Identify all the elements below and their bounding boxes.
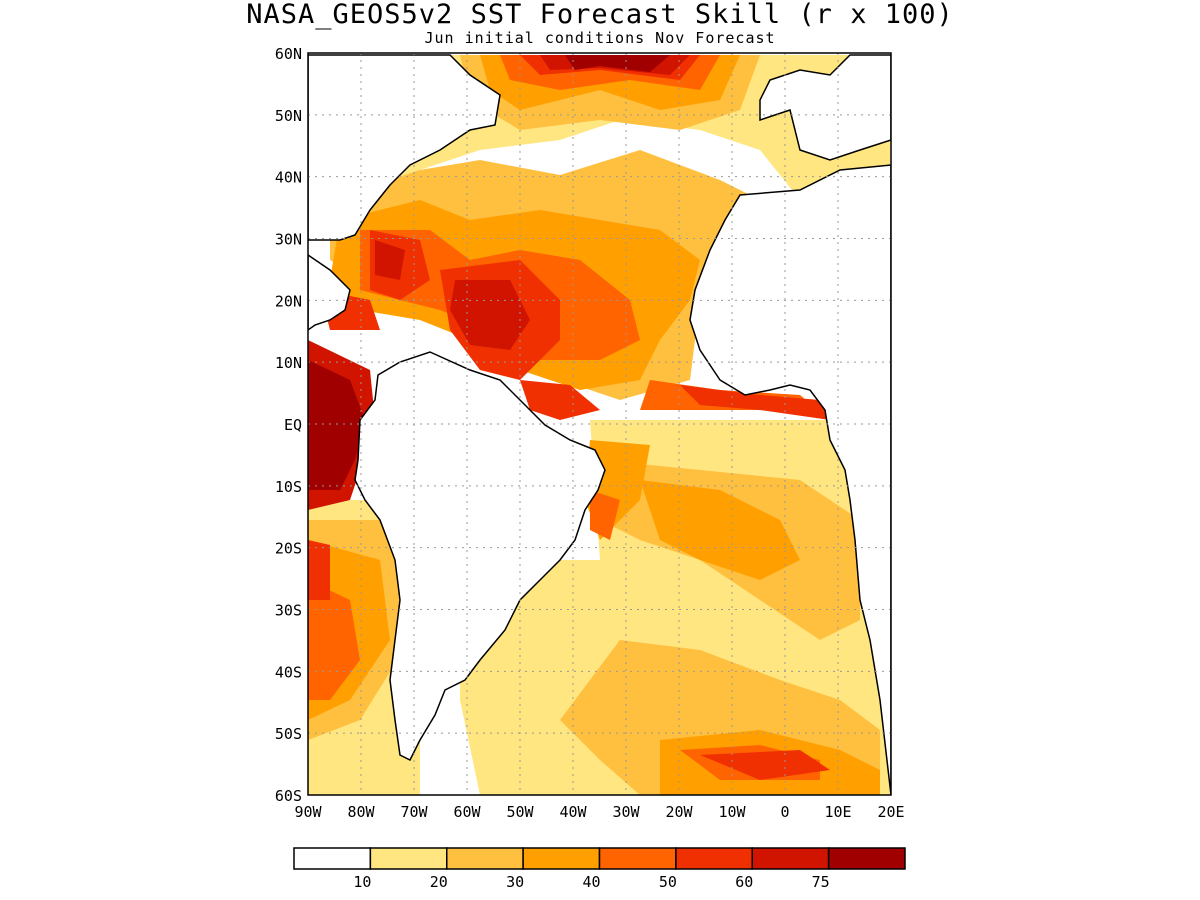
colorbar-swatch xyxy=(827,847,906,870)
lat-tick-label: 60S xyxy=(275,787,302,805)
colorbar-boxes xyxy=(293,847,906,870)
colorbar-label: 10 xyxy=(353,873,371,891)
central-america-land xyxy=(308,254,351,331)
skill-contour-10 xyxy=(308,55,890,795)
lon-tick-label: 10E xyxy=(824,803,851,821)
lat-tick-label: 30S xyxy=(275,602,302,620)
south-america-land xyxy=(354,351,606,762)
lat-tick-label: 50S xyxy=(275,725,302,743)
lat-tick-label: 50N xyxy=(275,107,302,125)
colorbar-label: 30 xyxy=(506,873,524,891)
lat-tick-label: EQ xyxy=(284,416,302,434)
colorbar-swatch xyxy=(293,847,372,870)
map-gridlines xyxy=(308,53,891,795)
colorbar-label: 75 xyxy=(812,873,830,891)
north-america-land xyxy=(308,54,501,241)
lon-tick-label: 40W xyxy=(559,803,587,821)
map-frame xyxy=(307,52,892,796)
colorbar-swatch xyxy=(369,847,448,870)
lat-tick-label: 10N xyxy=(275,354,302,372)
lat-tick-label: 20S xyxy=(275,540,302,558)
africa-land xyxy=(689,164,891,795)
lat-tick-label: 30N xyxy=(275,231,302,249)
lon-tick-label: 20E xyxy=(877,803,904,821)
longitude-axis: 90W 80W 70W 60W 50W 40W 30W 20W 10W 0 10E 20E xyxy=(294,803,904,821)
lon-tick-label: 60W xyxy=(453,803,481,821)
lat-tick-label: 10S xyxy=(275,478,302,496)
skill-contour-30 xyxy=(308,55,880,795)
colorbar-label: 50 xyxy=(659,873,677,891)
colorbar-swatch xyxy=(751,847,830,870)
lat-tick-label: 40N xyxy=(275,169,302,187)
colorbar-swatch xyxy=(446,847,524,870)
colorbar-labels: 10 20 30 40 50 60 75 xyxy=(353,873,829,891)
lon-tick-label: 90W xyxy=(294,803,322,821)
colorbar-label: 40 xyxy=(582,873,600,891)
colorbar-swatch xyxy=(675,847,753,870)
lat-tick-label: 60N xyxy=(275,45,302,63)
colorbar-label: 60 xyxy=(735,873,753,891)
lon-tick-label: 20W xyxy=(665,803,693,821)
colorbar-swatch xyxy=(598,847,677,870)
lon-tick-label: 50W xyxy=(506,803,534,821)
map-title: NASA_GEOS5v2 SST Forecast Skill (r x 100… xyxy=(246,0,954,30)
colorbar-label: 20 xyxy=(430,873,448,891)
colorbar-swatch xyxy=(522,847,601,870)
map-subtitle: Jun initial conditions Nov Forecast xyxy=(424,29,776,47)
europe-land xyxy=(759,54,891,161)
lon-tick-label: 0 xyxy=(780,803,789,821)
skill-contour-50 xyxy=(308,55,830,780)
skill-contour-75 xyxy=(308,55,670,490)
lon-tick-label: 70W xyxy=(400,803,428,821)
lon-tick-label: 10W xyxy=(718,803,746,821)
lat-tick-label: 40S xyxy=(275,663,302,681)
skill-field xyxy=(308,53,891,795)
latitude-axis: 60N 50N 40N 30N 20N 10N EQ 10S 20S 30S 40S 50S 60S xyxy=(275,45,302,805)
lon-tick-label: 30W xyxy=(612,803,640,821)
lon-tick-label: 80W xyxy=(347,803,375,821)
skill-contour-60 xyxy=(308,55,690,510)
lat-tick-label: 20N xyxy=(275,292,302,310)
